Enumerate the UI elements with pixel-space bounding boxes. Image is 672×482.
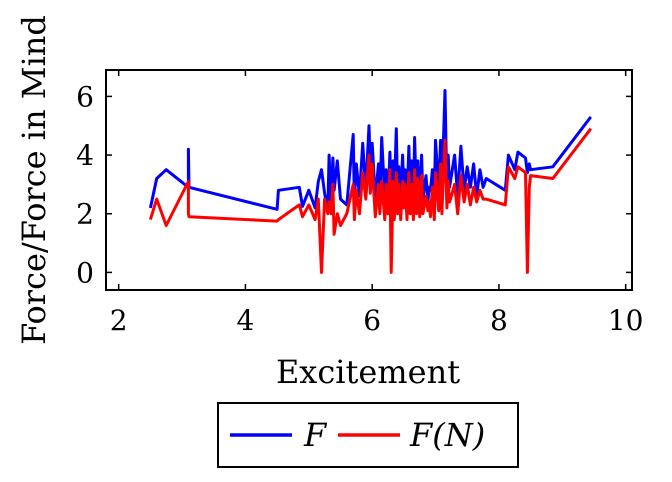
- y-axis-label: Force/Force in Mind: [15, 15, 53, 345]
- y-tick-label: 4: [76, 139, 94, 172]
- legend-label-f: F: [303, 416, 328, 454]
- x-tick-label: 2: [110, 304, 128, 337]
- y-tick-label: 6: [76, 80, 94, 113]
- y-axis-ticks: 0 2 4 6: [76, 80, 632, 289]
- x-tick-label: 10: [608, 304, 644, 337]
- x-axis-ticks: 2 4 6 8 10: [110, 70, 644, 337]
- legend: F F(N): [217, 402, 519, 468]
- x-axis-label: Excitement: [276, 353, 460, 391]
- y-tick-label: 2: [76, 198, 94, 231]
- plot-frame: [105, 69, 633, 291]
- legend-label-fn: F(N): [409, 416, 485, 454]
- y-tick-label: 0: [76, 256, 94, 289]
- series-layer: [148, 89, 592, 274]
- x-tick-label: 4: [237, 304, 255, 337]
- series-line-f: [148, 89, 592, 213]
- x-tick-label: 8: [490, 304, 508, 337]
- series-line-fn: [148, 127, 592, 274]
- x-tick-label: 6: [363, 304, 381, 337]
